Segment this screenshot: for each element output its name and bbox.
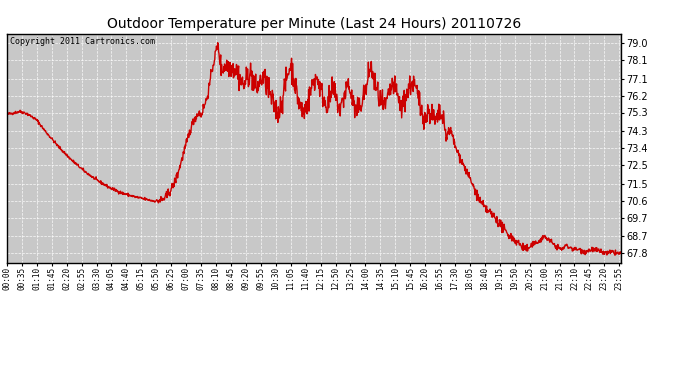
Text: Copyright 2011 Cartronics.com: Copyright 2011 Cartronics.com — [10, 37, 155, 46]
Title: Outdoor Temperature per Minute (Last 24 Hours) 20110726: Outdoor Temperature per Minute (Last 24 … — [107, 17, 521, 31]
